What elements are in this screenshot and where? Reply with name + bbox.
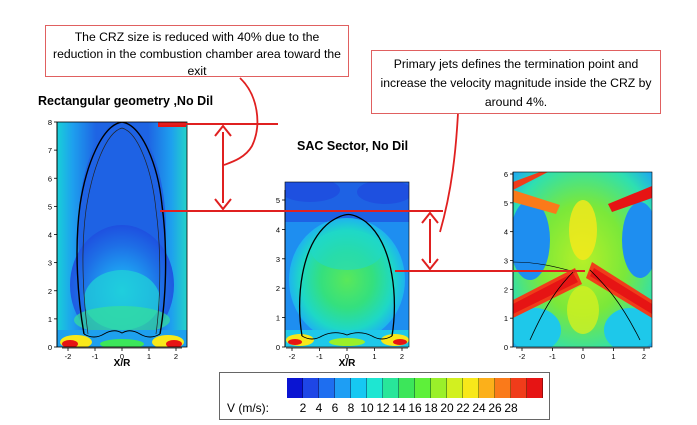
crz-size-callout: The CRZ size is reduced with 40% due to … [45,25,349,78]
sac-x-tick-label: 1 [372,352,376,361]
rect-y-tick-label: 7 [48,146,52,155]
rect-y-tick-label: 4 [48,231,52,240]
prim-y-tick-label: 1 [504,314,508,323]
sac-xlabel: X/R [339,358,356,369]
crz-callout-leader [223,77,259,166]
legend-tick-label: 12 [376,401,390,415]
legend-tick-label: 22 [456,401,470,415]
primary-jets-callout: Primary jets defines the termination poi… [371,50,661,114]
legend-tick-labels: 2 4 6 8 10 12 14 16 18 20 22 24 26 28 [287,401,543,417]
rect-y-tick-label: 6 [48,174,52,183]
rect-y-tick-label: 2 [48,287,52,296]
rectangular-y-axis: 0 1 2 3 4 5 6 7 8 [48,118,57,352]
rectangular-contour-plot: 0 1 2 3 4 5 6 7 8 -2 -1 0 1 2 X/R [48,118,188,369]
prim-x-tick-label: 1 [611,352,615,361]
legend-swatch [335,378,351,398]
crz-size-arrow-head-bottom [214,198,232,211]
sac-x-tick-label: 0 [345,352,349,361]
sac-y-tick-label: 4 [276,225,280,234]
legend-tick-label: 26 [488,401,502,415]
sac-x-tick-label: -2 [289,352,296,361]
prim-y-tick-label: 0 [504,343,508,352]
legend-swatch [351,378,367,398]
rect-y-tick-label: 3 [48,259,52,268]
primary-jets-callout-leader [439,112,459,233]
prim-x-tick-label: -1 [549,352,556,361]
rect-x-tick-label: 2 [174,352,178,361]
prim-x-tick-label: 0 [581,352,585,361]
rect-x-tick-label: -2 [65,352,72,361]
sac-sector-heading: SAC Sector, No Dil [297,139,409,153]
rect-y-tick-label: 1 [48,315,52,324]
rect-x-tick-label: -1 [92,352,99,361]
prim-y-tick-label: 4 [504,228,508,237]
prim-x-tick-label: -2 [519,352,526,361]
legend-tick-label: 2 [299,401,307,415]
velocity-arrow-head-bottom [421,258,439,271]
legend-title: V (m/s): [227,401,269,415]
legend-tick-label: 10 [360,401,374,415]
rect-y-tick-label: 8 [48,118,52,127]
legend-swatch [383,378,399,398]
sac-y-tick-label: 3 [276,255,280,264]
primary-x-axis: -2 -1 0 1 2 [516,347,650,361]
legend-swatch [527,378,543,398]
sac-y-tick-label: 5 [276,196,280,205]
rectangular-x-axis: -2 -1 0 1 2 [62,347,182,361]
legend-tick-label: 14 [392,401,406,415]
primary-y-axis: 0 1 2 3 4 5 6 [504,170,513,352]
sac-y-tick-label: 2 [276,284,280,293]
legend-swatch [447,378,463,398]
rectangular-xlabel: X/R [114,358,131,369]
legend-swatch [463,378,479,398]
prim-y-tick-label: 3 [504,257,508,266]
prim-y-tick-label: 5 [504,199,508,208]
velocity-arrow-head-top [421,211,439,224]
legend-tick-label: 16 [408,401,422,415]
sac-sector-contour-plot: 0 1 2 3 4 5 -2 -1 0 1 2 X/R [276,181,410,369]
legend-color-bar [287,378,543,398]
prim-y-tick-label: 2 [504,285,508,294]
sac-y-axis: 0 1 2 3 4 5 [276,196,285,352]
sac-x-tick-label: -1 [316,352,323,361]
legend-swatch [431,378,447,398]
legend-swatch [319,378,335,398]
legend-swatch [367,378,383,398]
legend-tick-label: 4 [315,401,323,415]
legend-swatch [399,378,415,398]
annotation-lines [160,77,585,272]
velocity-legend: V (m/s): 2 4 6 8 10 12 14 16 18 20 22 24 26 28 [219,372,550,420]
primary-jets-contour-plot: 0 1 2 3 4 5 6 -2 -1 0 1 2 [504,170,653,361]
legend-tick-label: 28 [504,401,518,415]
legend-tick-label: 24 [472,401,486,415]
rect-x-tick-label: 0 [120,352,124,361]
prim-x-tick-label: 2 [642,352,646,361]
sac-x-tick-label: 2 [400,352,404,361]
crz-size-arrow-head-top [214,124,232,137]
legend-swatch [495,378,511,398]
legend-swatch [415,378,431,398]
rect-y-tick-label: 5 [48,202,52,211]
rect-y-tick-label: 0 [48,343,52,352]
prim-y-tick-label: 6 [504,170,508,179]
legend-swatch [287,378,303,398]
legend-tick-label: 8 [347,401,355,415]
legend-swatch [479,378,495,398]
sac-y-tick-label: 1 [276,314,280,323]
rectangular-geometry-heading: Rectangular geometry ,No Dil [38,94,214,108]
sac-x-axis: -2 -1 0 1 2 [286,347,408,361]
legend-tick-label: 6 [331,401,339,415]
legend-tick-label: 20 [440,401,454,415]
legend-swatch [303,378,319,398]
legend-swatch [511,378,527,398]
sac-y-tick-label: 0 [276,343,280,352]
rect-x-tick-label: 1 [147,352,151,361]
legend-tick-label: 18 [424,401,438,415]
